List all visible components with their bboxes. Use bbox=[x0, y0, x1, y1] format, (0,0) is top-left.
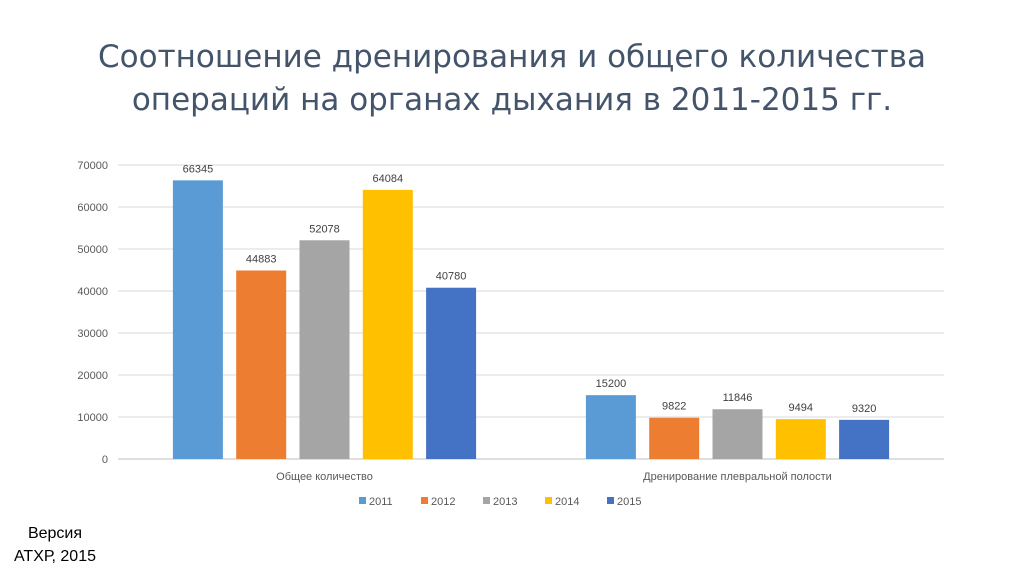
y-tick-label: 40000 bbox=[77, 286, 108, 298]
bar-2013-total[interactable] bbox=[299, 240, 350, 459]
legend-swatch-2011 bbox=[359, 497, 366, 504]
data-label: 44883 bbox=[246, 253, 277, 265]
bar-2012-drainage[interactable] bbox=[649, 417, 700, 459]
y-tick-label: 70000 bbox=[77, 160, 108, 172]
data-label: 9320 bbox=[852, 403, 876, 415]
data-label: 9822 bbox=[662, 401, 686, 413]
version-note-line-2: АТХР, 2015 bbox=[14, 548, 96, 565]
legend-swatch-2012 bbox=[421, 497, 428, 504]
bar-2011-total[interactable] bbox=[172, 180, 223, 459]
legend-swatch-2015 bbox=[607, 497, 614, 504]
legend-label-2014: 2014 bbox=[555, 496, 579, 508]
slide-title-line-2: операций на органах дыхания в 2011-2015 … bbox=[131, 82, 893, 118]
data-label: 52078 bbox=[309, 223, 340, 235]
slide-title-line-1: Соотношение дренирования и общего количе… bbox=[98, 39, 926, 75]
y-tick-label: 0 bbox=[102, 454, 108, 466]
data-label: 66345 bbox=[183, 163, 214, 175]
legend-label-2015: 2015 bbox=[617, 496, 641, 508]
data-label: 9494 bbox=[789, 402, 813, 414]
data-label: 40780 bbox=[436, 271, 467, 283]
legend-label-2012: 2012 bbox=[431, 496, 455, 508]
version-note: Версия АТХР, 2015 bbox=[14, 522, 96, 568]
slide-title: Соотношение дренирования и общего количе… bbox=[60, 36, 964, 122]
bar-2011-drainage[interactable] bbox=[585, 395, 636, 459]
y-tick-label: 10000 bbox=[77, 412, 108, 424]
y-tick-label: 50000 bbox=[77, 244, 108, 256]
x-category-label: Дренирование плевральной полости bbox=[643, 471, 832, 483]
bar-2015-total[interactable] bbox=[426, 287, 477, 459]
data-label: 64084 bbox=[373, 173, 404, 185]
legend-swatch-2014 bbox=[545, 497, 552, 504]
bar-2014-drainage[interactable] bbox=[775, 419, 826, 459]
bar-2015-drainage[interactable] bbox=[839, 419, 890, 459]
y-tick-label: 30000 bbox=[77, 328, 108, 340]
y-tick-label: 20000 bbox=[77, 370, 108, 382]
legend-label-2013: 2013 bbox=[493, 496, 517, 508]
legend-swatch-2013 bbox=[483, 497, 490, 504]
data-label: 11846 bbox=[723, 392, 753, 404]
x-category-label: Общее количество bbox=[276, 471, 373, 483]
y-tick-label: 60000 bbox=[77, 202, 108, 214]
bar-2012-total[interactable] bbox=[236, 270, 287, 459]
version-note-line-1: Версия bbox=[27, 525, 83, 542]
bar-2013-drainage[interactable] bbox=[712, 409, 763, 459]
data-label: 15200 bbox=[596, 378, 627, 390]
bar-2014-total[interactable] bbox=[362, 189, 413, 459]
legend-label-2011: 2011 bbox=[369, 496, 393, 508]
